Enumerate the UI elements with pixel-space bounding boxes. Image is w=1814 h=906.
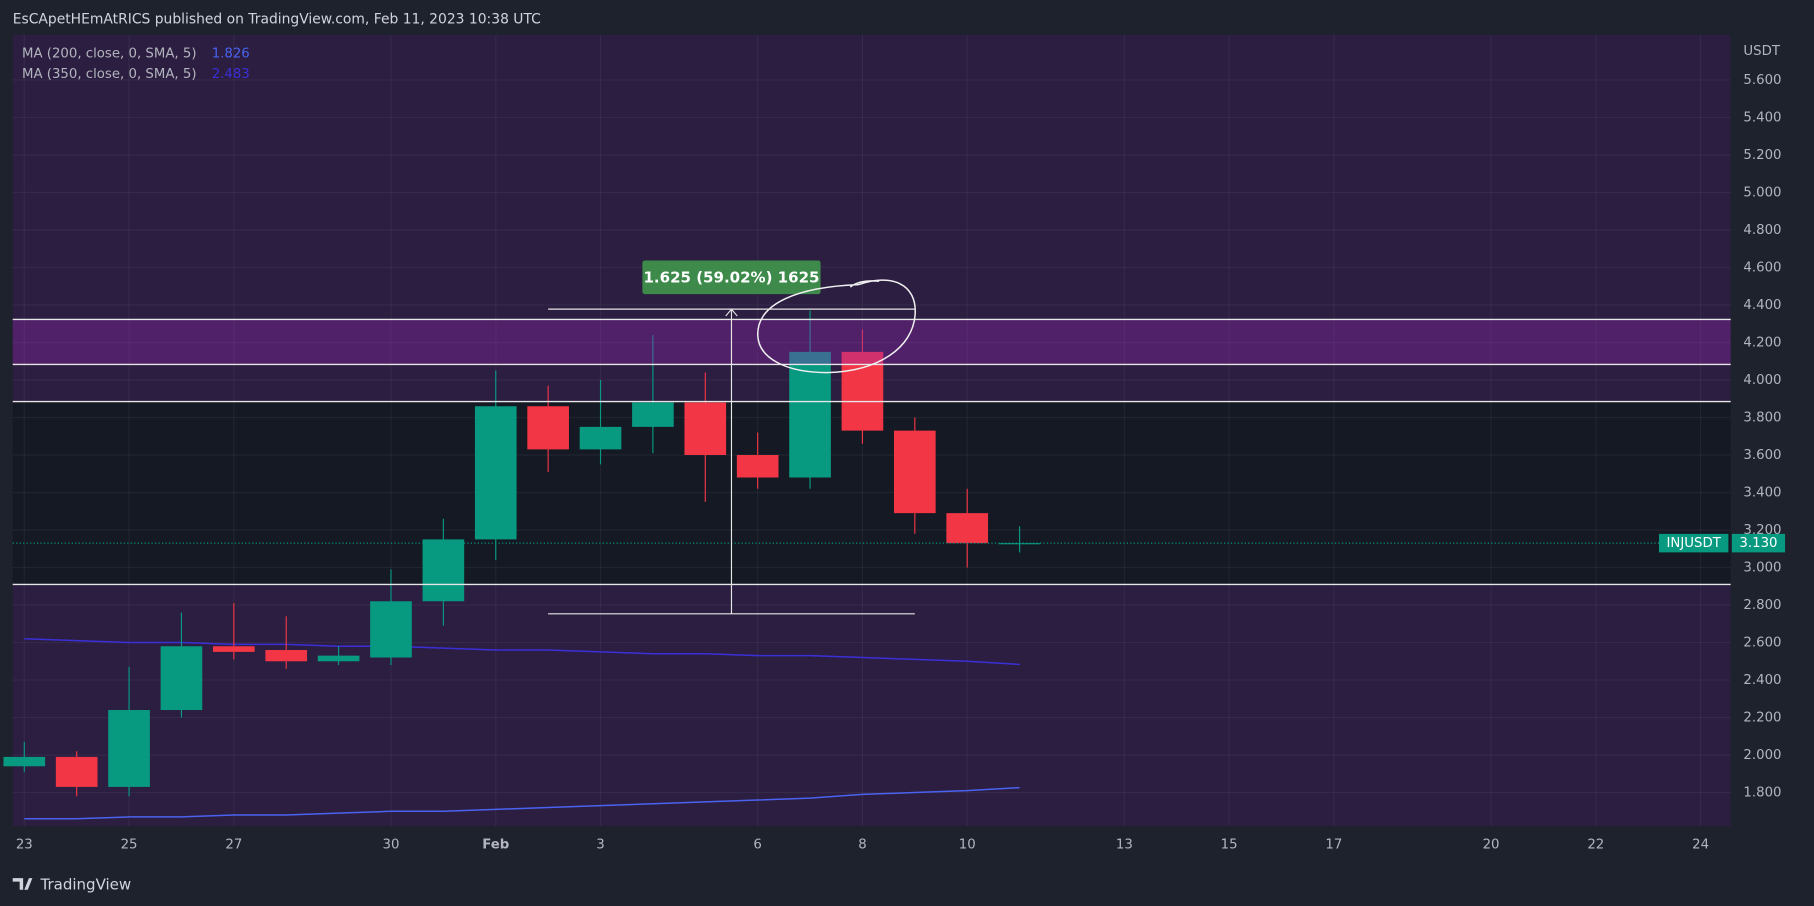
candle-body: [736, 455, 779, 478]
legend-name: MA (200, close, 0, SMA, 5): [22, 46, 197, 61]
candle-body: [632, 402, 674, 427]
y-tick-label: 3.600: [1743, 448, 1781, 463]
candle-body: [3, 756, 46, 767]
y-tick-label: 5.400: [1743, 110, 1781, 125]
candle-body: [946, 513, 989, 544]
symbol-box: [1658, 533, 1729, 553]
y-tick-label: 5.000: [1743, 185, 1781, 200]
candle-body: [370, 601, 412, 658]
candle-body: [893, 430, 936, 514]
x-tick-label: 27: [225, 838, 242, 853]
legend-name: MA (350, close, 0, SMA, 5): [22, 67, 197, 82]
y-tick-label: 2.200: [1743, 711, 1781, 726]
footer-logo: [12, 878, 33, 890]
x-tick-label: 20: [1483, 838, 1500, 853]
x-tick-label: 3: [596, 838, 604, 853]
header-text: EsCApetHEmAtRICS published on TradingVie…: [13, 12, 541, 28]
y-tick-label: 3.400: [1743, 486, 1781, 501]
candle-body: [160, 646, 203, 711]
x-tick-label: 25: [121, 838, 138, 853]
x-tick-label: 22: [1587, 838, 1604, 853]
x-tick-label: 23: [16, 838, 33, 853]
candle-body: [789, 351, 831, 478]
candle-body: [213, 646, 255, 652]
ma-line: [24, 638, 1020, 666]
candle-body: [265, 650, 308, 662]
measure-box: [642, 260, 821, 295]
logo-icon: [12, 878, 33, 890]
y-tick-label: 2.600: [1743, 636, 1781, 651]
candle-body: [527, 406, 569, 450]
symbol-label: INJUSDT: [1667, 536, 1722, 551]
x-tick-label: 24: [1692, 838, 1709, 853]
y-tick-label: 5.600: [1743, 73, 1781, 88]
x-tick-label: 15: [1221, 838, 1238, 853]
y-tick-label: 4.000: [1743, 373, 1781, 388]
candle-body: [579, 426, 622, 450]
y-tick-label: 2.800: [1743, 598, 1781, 613]
measure-label: 1.625 (59.02%) 1625: [643, 268, 819, 286]
candle-body: [108, 710, 150, 787]
x-tick-label: 8: [858, 838, 866, 853]
y-tick-label: 5.200: [1743, 148, 1781, 163]
axis-background: [1730, 34, 1814, 827]
x-tick-label: Feb: [482, 838, 509, 853]
drawn-circle: [757, 279, 916, 374]
candle-body: [422, 539, 465, 602]
y-tick-label: 1.800: [1743, 786, 1781, 801]
x-tick-label: 30: [383, 838, 400, 853]
y-tick-label: 3.800: [1743, 411, 1781, 426]
x-tick-label: 17: [1325, 838, 1342, 853]
neutral-zone: [12, 401, 1731, 585]
x-tick-label: 13: [1116, 838, 1133, 853]
y-tick-label: 2.000: [1743, 748, 1781, 763]
candle-body: [684, 402, 727, 456]
candle-body: [474, 406, 517, 540]
footer-brand: TradingView: [39, 876, 131, 894]
y-tick-label: 4.800: [1743, 223, 1781, 238]
candle-body: [55, 756, 98, 787]
price-label: 3.130: [1739, 536, 1777, 551]
legend-value: 1.826: [212, 46, 250, 61]
y-tick-label: 4.200: [1743, 335, 1781, 350]
y-tick-label: 4.600: [1743, 260, 1781, 275]
currency-label: USDT: [1743, 44, 1780, 59]
x-tick-label: 6: [753, 838, 761, 853]
plot-area: [12, 34, 1814, 827]
measure-arrow: [725, 308, 738, 317]
ma-line: [24, 786, 1020, 820]
resistance-zone: [12, 319, 1731, 365]
y-tick-label: 3.000: [1743, 561, 1781, 576]
price-box: [1731, 533, 1786, 553]
x-tick-label: 10: [959, 838, 976, 853]
legend-value: 2.483: [212, 67, 250, 82]
y-tick-label: 4.400: [1743, 298, 1781, 313]
y-tick-label: 2.400: [1743, 673, 1781, 688]
candle-body: [317, 655, 360, 662]
